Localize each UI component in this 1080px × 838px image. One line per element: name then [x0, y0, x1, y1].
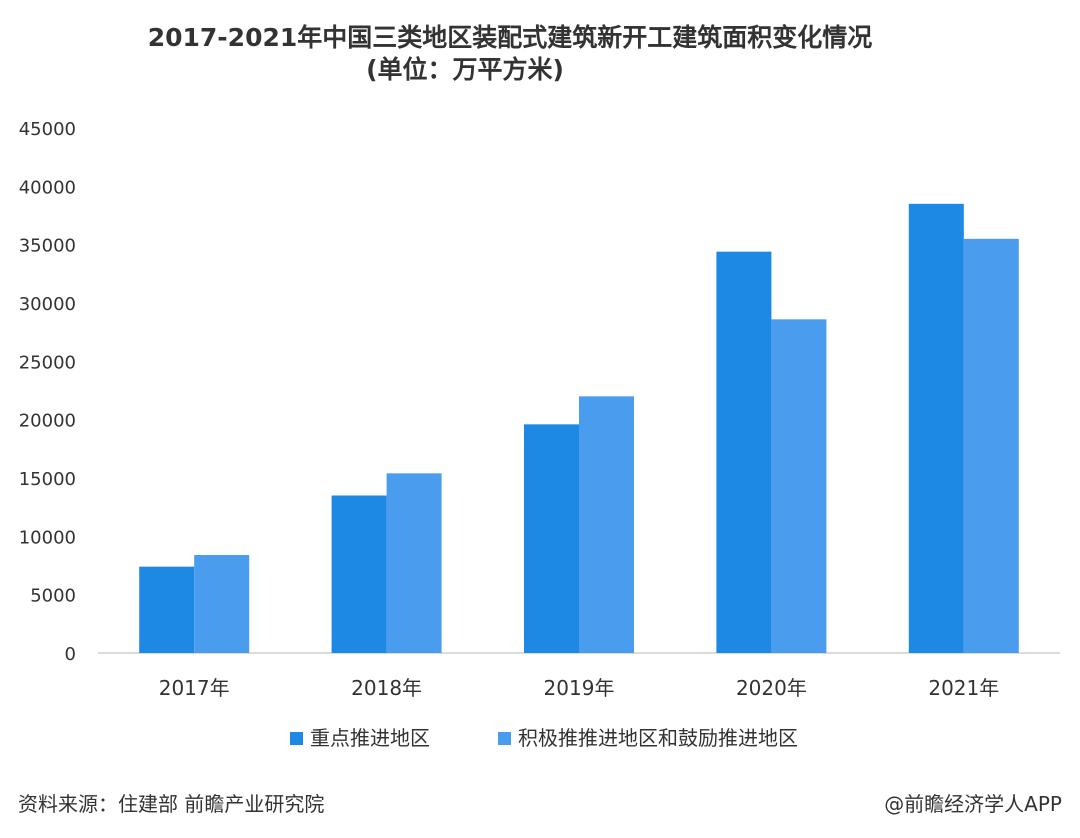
chart-subtitle: (单位：万平方米) [366, 55, 564, 84]
chart-title-line: 2017-2021年中国三类地区装配式建筑新开工建筑面积变化情况 [147, 23, 873, 52]
y-tick-label: 5000 [30, 586, 76, 607]
legend-label: 积极推推进地区和鼓励推进地区 [518, 726, 798, 750]
bar-series-1 [139, 566, 195, 653]
y-tick-label: 30000 [19, 294, 76, 315]
bar-series-1 [524, 424, 579, 653]
y-tick-label: 0 [65, 644, 76, 665]
bar-series-1 [908, 203, 964, 654]
legend-label: 重点推进地区 [310, 726, 430, 750]
y-tick-label: 25000 [19, 352, 76, 373]
x-tick-label: 2017年 [159, 676, 230, 700]
legend-swatch [290, 732, 303, 745]
bar-series-2 [386, 473, 442, 653]
chart-title: 2017-2021年中国三类地区装配式建筑新开工建筑面积变化情况 (单位：万平方… [0, 22, 1080, 86]
y-tick-label: 45000 [19, 119, 76, 140]
y-tick-label: 40000 [19, 177, 76, 198]
bar-series-2 [771, 319, 827, 653]
bar-series-2 [963, 238, 1019, 654]
source-note: 资料来源：住建部 前瞻产业研究院 [18, 792, 325, 816]
bar-series-2 [579, 396, 634, 653]
x-tick-label: 2018年 [351, 676, 422, 700]
brand-credit: @前瞻经济学人APP [884, 792, 1062, 816]
legend-swatch [498, 732, 511, 745]
x-tick-label: 2021年 [928, 676, 999, 700]
bar-series-2 [194, 555, 250, 653]
y-tick-label: 10000 [19, 527, 76, 548]
bar-series-1 [716, 251, 772, 653]
y-tick-label: 35000 [19, 236, 76, 257]
y-tick-label: 15000 [19, 469, 76, 490]
bar-series-1 [331, 495, 387, 653]
x-tick-label: 2020年 [736, 676, 807, 700]
y-tick-label: 20000 [19, 411, 76, 432]
x-tick-label: 2019年 [544, 676, 615, 700]
